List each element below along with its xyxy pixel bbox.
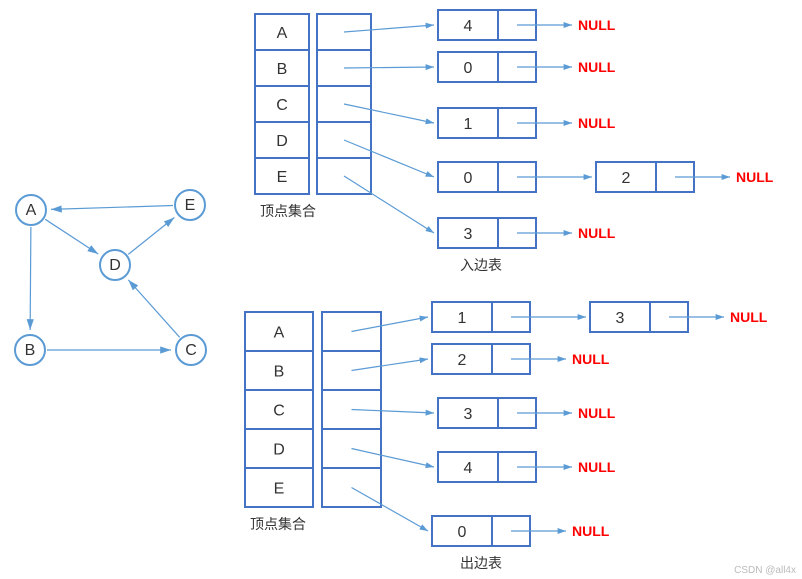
vertex-label: A xyxy=(277,25,288,42)
graph-node-label: C xyxy=(185,342,197,359)
vertex-label: B xyxy=(274,364,285,381)
null-label: NULL xyxy=(578,17,616,33)
out-edge-table-label: 出边表 xyxy=(460,555,502,571)
null-label: NULL xyxy=(578,115,616,131)
graph-edge xyxy=(45,219,98,254)
vertex-label: B xyxy=(277,61,288,78)
graph-node-label: D xyxy=(109,257,121,274)
vertex-label: A xyxy=(274,325,285,342)
watermark: CSDN @all4x xyxy=(734,565,796,576)
null-label: NULL xyxy=(572,523,610,539)
null-label: NULL xyxy=(730,309,768,325)
graph-edge xyxy=(30,227,31,330)
list-arrow xyxy=(344,176,434,233)
list-node-text: 1 xyxy=(464,116,473,133)
vertex-label: D xyxy=(273,442,285,459)
graph-node-label: B xyxy=(25,342,36,359)
vertex-label: D xyxy=(276,133,288,150)
list-node-text: 0 xyxy=(458,524,467,541)
list-node-text: 3 xyxy=(464,406,473,423)
vertex-label: E xyxy=(274,481,285,498)
graph-edge xyxy=(128,280,179,337)
list-node-text: 3 xyxy=(616,310,625,327)
null-label: NULL xyxy=(736,169,774,185)
list-node-text: 4 xyxy=(464,460,473,477)
null-label: NULL xyxy=(578,459,616,475)
list-node-text: 0 xyxy=(464,60,473,77)
list-arrow xyxy=(352,488,429,532)
list-node-text: 1 xyxy=(458,310,467,327)
list-node-text: 2 xyxy=(622,170,631,187)
list-node-text: 4 xyxy=(464,18,473,35)
null-label: NULL xyxy=(572,351,610,367)
graph-node-label: A xyxy=(26,202,37,219)
vertex-label: C xyxy=(276,97,288,114)
vertex-label: C xyxy=(273,403,285,420)
vertex-label: E xyxy=(277,169,288,186)
null-label: NULL xyxy=(578,59,616,75)
list-node-text: 0 xyxy=(464,170,473,187)
graph-edge xyxy=(51,206,173,210)
graph-edge xyxy=(128,217,174,254)
vertex-set-label: 顶点集合 xyxy=(250,516,306,532)
null-label: NULL xyxy=(578,225,616,241)
list-node-text: 2 xyxy=(458,352,467,369)
in-edge-table-label: 入边表 xyxy=(460,257,502,273)
null-label: NULL xyxy=(578,405,616,421)
list-node-text: 3 xyxy=(464,226,473,243)
vertex-set-label: 顶点集合 xyxy=(260,203,316,219)
graph-node-label: E xyxy=(185,197,196,214)
